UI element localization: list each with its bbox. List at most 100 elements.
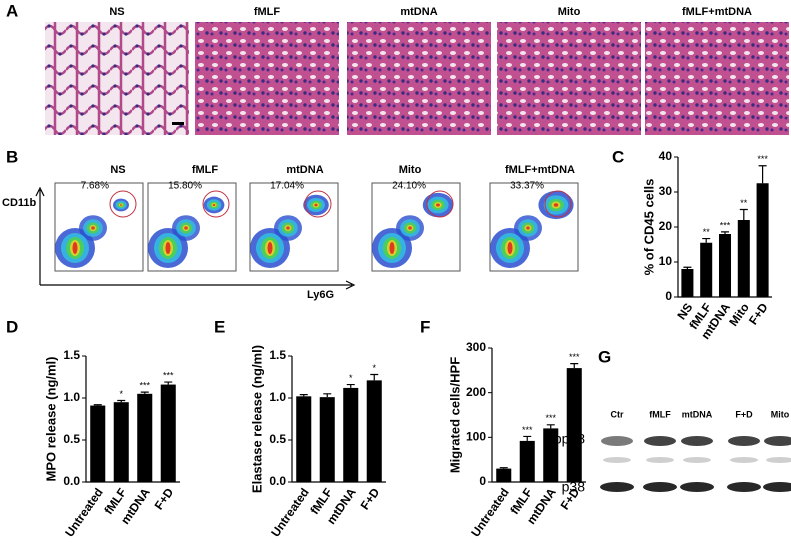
- image-title: mtDNA: [400, 6, 437, 18]
- population: [286, 226, 290, 230]
- y-tick-label: 1.0: [63, 390, 80, 404]
- population: [72, 242, 78, 254]
- error-bar: [499, 467, 508, 469]
- y-tick-label: 0: [665, 289, 672, 303]
- error-bar: [758, 165, 767, 184]
- error-bar: [523, 435, 532, 441]
- band: [681, 436, 713, 446]
- panel-label: A: [6, 1, 18, 20]
- band: [764, 436, 791, 446]
- band: [728, 436, 760, 446]
- significance: ***: [522, 425, 533, 435]
- gate: [304, 190, 332, 218]
- error-bar: [140, 391, 149, 394]
- significance: **: [740, 198, 748, 208]
- y-tick-label: 100: [466, 430, 486, 444]
- lane-label: Mito: [771, 409, 790, 419]
- panel-label: D: [6, 317, 18, 336]
- significance: ***: [139, 380, 150, 390]
- error-bar: [570, 363, 579, 369]
- gate-percent: 33.37%: [510, 181, 544, 192]
- gate: [109, 190, 137, 218]
- population: [120, 204, 122, 206]
- band: [766, 457, 791, 463]
- x-tick-label: Untreated: [468, 486, 512, 540]
- x-tick-label: Mito: [726, 301, 752, 329]
- bar: [496, 468, 512, 482]
- error-bar: [346, 383, 355, 388]
- error-bar: [164, 381, 173, 385]
- y-tick-label: 20: [659, 219, 673, 233]
- panel-label: E: [214, 317, 225, 336]
- y-tick-label: 30: [659, 184, 673, 198]
- plot-title: NS: [110, 164, 125, 176]
- population: [267, 242, 273, 254]
- population: [526, 226, 530, 230]
- y-tick-label: 0.5: [63, 432, 80, 446]
- significance: ***: [163, 370, 174, 380]
- histology-image: [347, 22, 491, 135]
- lane-label: Ctr: [611, 409, 624, 419]
- x-tick-label: Untreated: [268, 486, 312, 540]
- gate-percent: 15.80%: [168, 181, 202, 192]
- band: [644, 436, 676, 446]
- gate-percent: 7.68%: [81, 181, 109, 192]
- band: [600, 482, 634, 492]
- band: [643, 482, 677, 492]
- y-axis-label: Migrated cells/HPF: [447, 357, 462, 473]
- error-bar: [117, 399, 126, 403]
- bar: [113, 402, 129, 482]
- lane-label: fMLF: [649, 409, 671, 419]
- histology-image: [645, 22, 789, 135]
- significance: **: [703, 227, 711, 237]
- population: [314, 203, 318, 207]
- population: [553, 203, 559, 207]
- x-tick-label: F+D: [152, 485, 177, 512]
- panel-label: B: [6, 147, 18, 166]
- population: [212, 203, 216, 207]
- plot-title: mtDNA: [286, 164, 323, 176]
- y-tick-label: 300: [466, 340, 486, 354]
- y-axis-label: % of CD45 cells: [641, 179, 656, 276]
- significance: ***: [569, 352, 580, 362]
- bar: [160, 384, 176, 482]
- bar: [737, 220, 750, 297]
- image-title: NS: [109, 6, 124, 18]
- bar: [519, 440, 535, 482]
- panel-label: F: [420, 317, 430, 336]
- band: [646, 457, 674, 463]
- significance: ***: [757, 154, 768, 164]
- bar: [681, 269, 694, 297]
- population: [184, 226, 188, 230]
- bar: [543, 428, 559, 482]
- y-tick-label: 1.5: [63, 348, 80, 362]
- bar: [137, 393, 153, 482]
- error-bar: [721, 231, 729, 234]
- error-bar: [93, 404, 102, 406]
- axis-arrow: [40, 280, 356, 290]
- y-tick-label: 0.5: [269, 432, 286, 446]
- gate: [426, 190, 454, 218]
- band: [763, 482, 791, 492]
- axis-arrow: [35, 186, 45, 285]
- panel-label: G: [598, 347, 611, 366]
- significance: ***: [545, 413, 556, 423]
- scale-bar: [172, 122, 184, 125]
- histology-image: [497, 22, 641, 135]
- y-tick-label: 1.5: [269, 348, 286, 362]
- bar: [566, 368, 582, 482]
- axis-label: Ly6G: [307, 289, 334, 301]
- bar: [700, 242, 713, 297]
- error-bar: [683, 266, 692, 269]
- bar: [366, 380, 382, 482]
- error-bar: [546, 424, 555, 429]
- y-tick-label: 40: [659, 149, 673, 163]
- band: [730, 457, 758, 463]
- population: [507, 242, 513, 254]
- row-label: p38: [562, 479, 586, 495]
- population: [165, 242, 171, 254]
- x-tick-label: Untreated: [62, 486, 106, 540]
- error-bar: [323, 393, 332, 398]
- y-tick-label: 0: [479, 474, 486, 488]
- y-tick-label: 1.0: [269, 390, 286, 404]
